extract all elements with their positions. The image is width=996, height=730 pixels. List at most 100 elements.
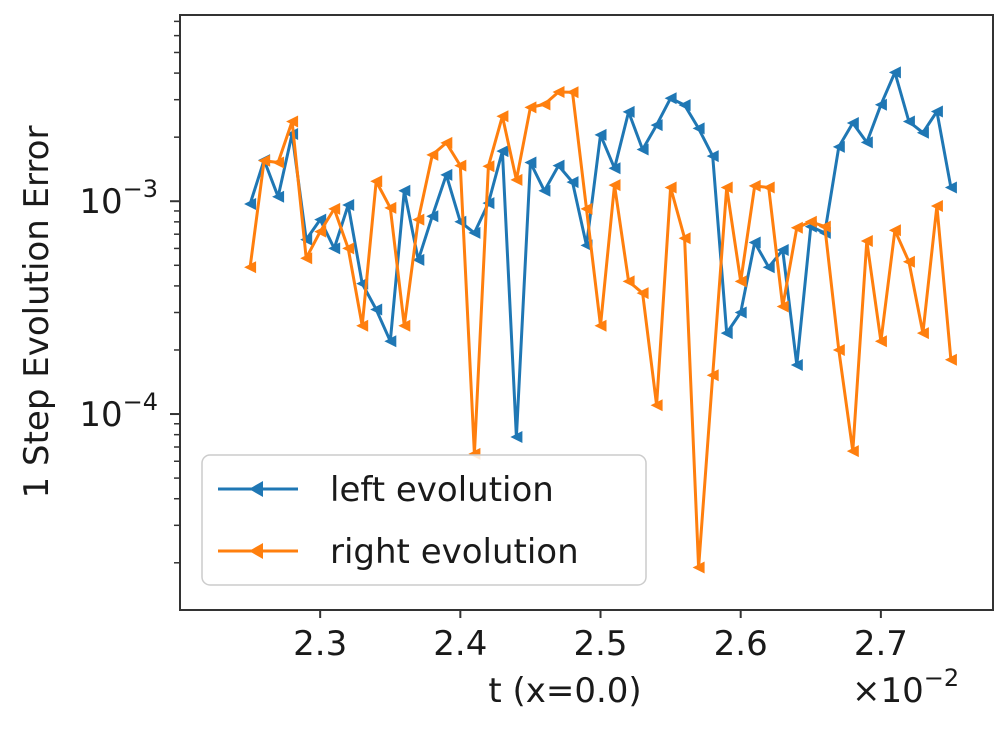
data-point [314, 225, 327, 238]
data-point [258, 154, 271, 167]
data-point [342, 242, 355, 255]
data-point [888, 66, 901, 79]
data-point [510, 173, 523, 186]
data-point [426, 210, 439, 223]
data-point [356, 319, 369, 332]
data-point [440, 136, 453, 149]
data-point [916, 126, 929, 139]
legend-marker-left [249, 481, 263, 497]
data-point [300, 233, 313, 246]
data-point [272, 190, 285, 203]
data-point [482, 160, 495, 173]
data-point [664, 181, 677, 194]
legend: left evolution right evolution [201, 454, 647, 586]
data-point [762, 181, 775, 194]
data-point [706, 150, 719, 163]
axis-ticks: 2.3 2.4 2.5 2.6 2.710−310−4 [79, 20, 908, 664]
data-point [734, 275, 747, 288]
data-point [384, 335, 397, 348]
data-point [454, 159, 467, 172]
data-point [314, 213, 327, 226]
data-point [776, 300, 789, 313]
data-point [902, 115, 915, 128]
data-point [790, 221, 803, 234]
data-point [692, 122, 705, 135]
data-point [412, 253, 425, 266]
data-point [888, 224, 901, 237]
data-point [650, 119, 663, 132]
data-point [734, 306, 747, 319]
data-point [790, 359, 803, 371]
data-point [804, 215, 817, 228]
data-point [552, 159, 565, 172]
data-point [650, 399, 663, 412]
data-point [608, 179, 621, 192]
data-point [916, 327, 929, 340]
data-point [678, 99, 691, 112]
data-point [286, 115, 299, 128]
data-point [342, 199, 355, 211]
data-point [622, 275, 635, 288]
data-point [580, 202, 593, 215]
data-point [636, 287, 649, 300]
data-point [706, 369, 719, 382]
data-point [328, 202, 341, 215]
plot-frame [179, 14, 994, 611]
x-tick-label: 2.6 [714, 624, 768, 664]
data-point [944, 181, 957, 194]
data-point [832, 344, 845, 356]
data-point [720, 181, 733, 194]
y-tick-base: 10 [79, 395, 122, 435]
y-axis-label: 1 Step Evolution Error [17, 126, 57, 499]
data-point [678, 232, 691, 245]
legend-label-left: left evolution [330, 470, 554, 510]
data-point [664, 92, 677, 105]
data-point [510, 431, 523, 443]
data-point [272, 156, 285, 169]
legend-marker-right [249, 543, 263, 559]
x-tick-label: 2.5 [573, 624, 627, 664]
data-point [552, 86, 565, 98]
x-offset-exponent: −2 [924, 664, 959, 692]
x-offset-base: ×10 [852, 671, 924, 711]
data-point [594, 319, 607, 332]
x-tick-label: 2.7 [854, 624, 908, 664]
data-point [328, 242, 341, 255]
data-point [384, 201, 397, 214]
data-point [776, 244, 789, 256]
x-tick-label: 2.4 [433, 624, 487, 664]
data-point [538, 184, 551, 197]
x-axis-label: t (x=0.0) [488, 671, 641, 711]
series-right-evolution [244, 86, 957, 574]
data-point [412, 213, 425, 226]
data-point [930, 200, 943, 212]
data-point [300, 252, 313, 265]
data-point [846, 117, 859, 129]
legend-box [201, 454, 647, 586]
series-layer [244, 66, 957, 574]
data-point [370, 175, 383, 188]
y-tick-exponent: −4 [123, 388, 158, 416]
data-point [622, 105, 635, 118]
data-point [566, 176, 579, 189]
data-point [860, 136, 873, 149]
data-point [860, 235, 873, 247]
data-point [720, 327, 733, 340]
data-point [692, 561, 705, 574]
data-point [608, 162, 621, 175]
data-point [482, 197, 495, 210]
data-point [748, 179, 761, 192]
data-point [930, 105, 943, 118]
data-point [902, 255, 915, 268]
y-tick-label: 10−3 [79, 175, 158, 222]
data-point [468, 226, 481, 239]
data-point [496, 110, 509, 123]
data-point [370, 303, 383, 316]
data-point [818, 220, 831, 233]
data-point [398, 319, 411, 332]
data-point [832, 140, 845, 153]
y-tick-base: 10 [79, 182, 122, 222]
data-point [594, 128, 607, 141]
data-point [538, 98, 551, 111]
